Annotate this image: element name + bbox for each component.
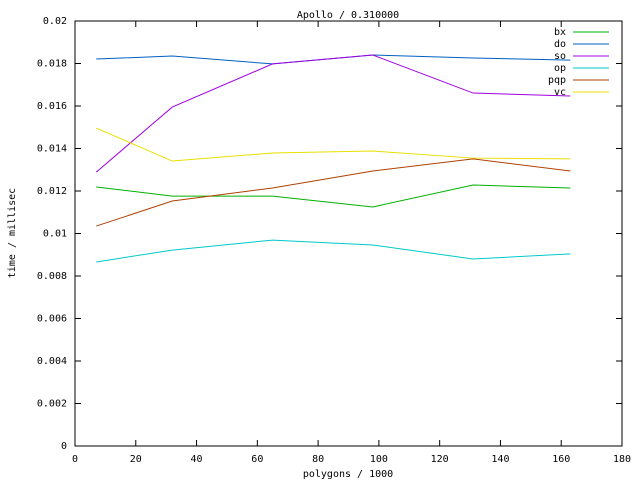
series-line	[96, 184, 571, 208]
x-tick-label: 60	[251, 454, 263, 465]
x-tick-label: 20	[130, 454, 142, 465]
y-tick-label: 0	[61, 441, 67, 452]
series-line	[95, 54, 571, 173]
y-tick-label: 0.018	[37, 59, 67, 70]
legend-label: do	[554, 39, 566, 50]
x-tick-label: 0	[72, 454, 78, 465]
y-tick-label: 0.014	[37, 144, 67, 155]
y-tick-label: 0.01	[43, 229, 67, 240]
x-axis-label: polygons / 1000	[303, 469, 393, 480]
y-tick-label: 0.012	[37, 186, 67, 197]
legend-label: pqp	[548, 75, 566, 86]
x-tick-label: 80	[312, 454, 324, 465]
series-line	[96, 127, 571, 162]
legend-label: bx	[554, 27, 566, 38]
y-axis-label: time / millisec	[7, 188, 18, 278]
y-tick-label: 0.004	[37, 356, 67, 367]
legend-label: so	[554, 51, 566, 62]
x-tick-label: 40	[191, 454, 203, 465]
series-line	[96, 239, 571, 263]
x-tick-label: 140	[491, 454, 509, 465]
y-tick-label: 0.016	[37, 101, 67, 112]
x-tick-label: 180	[613, 454, 631, 465]
x-tick-label: 160	[552, 454, 570, 465]
x-tick-label: 100	[370, 454, 388, 465]
series-line	[96, 158, 571, 227]
x-tick-label: 120	[431, 454, 449, 465]
y-tick-label: 0.008	[37, 271, 67, 282]
y-tick-label: 0.002	[37, 399, 67, 410]
legend-label: op	[554, 63, 566, 74]
y-tick-label: 0.02	[43, 16, 67, 27]
chart-title: Apollo / 0.310000	[297, 10, 399, 21]
y-tick-label: 0.006	[37, 314, 67, 325]
legend-label: vc	[554, 87, 566, 98]
